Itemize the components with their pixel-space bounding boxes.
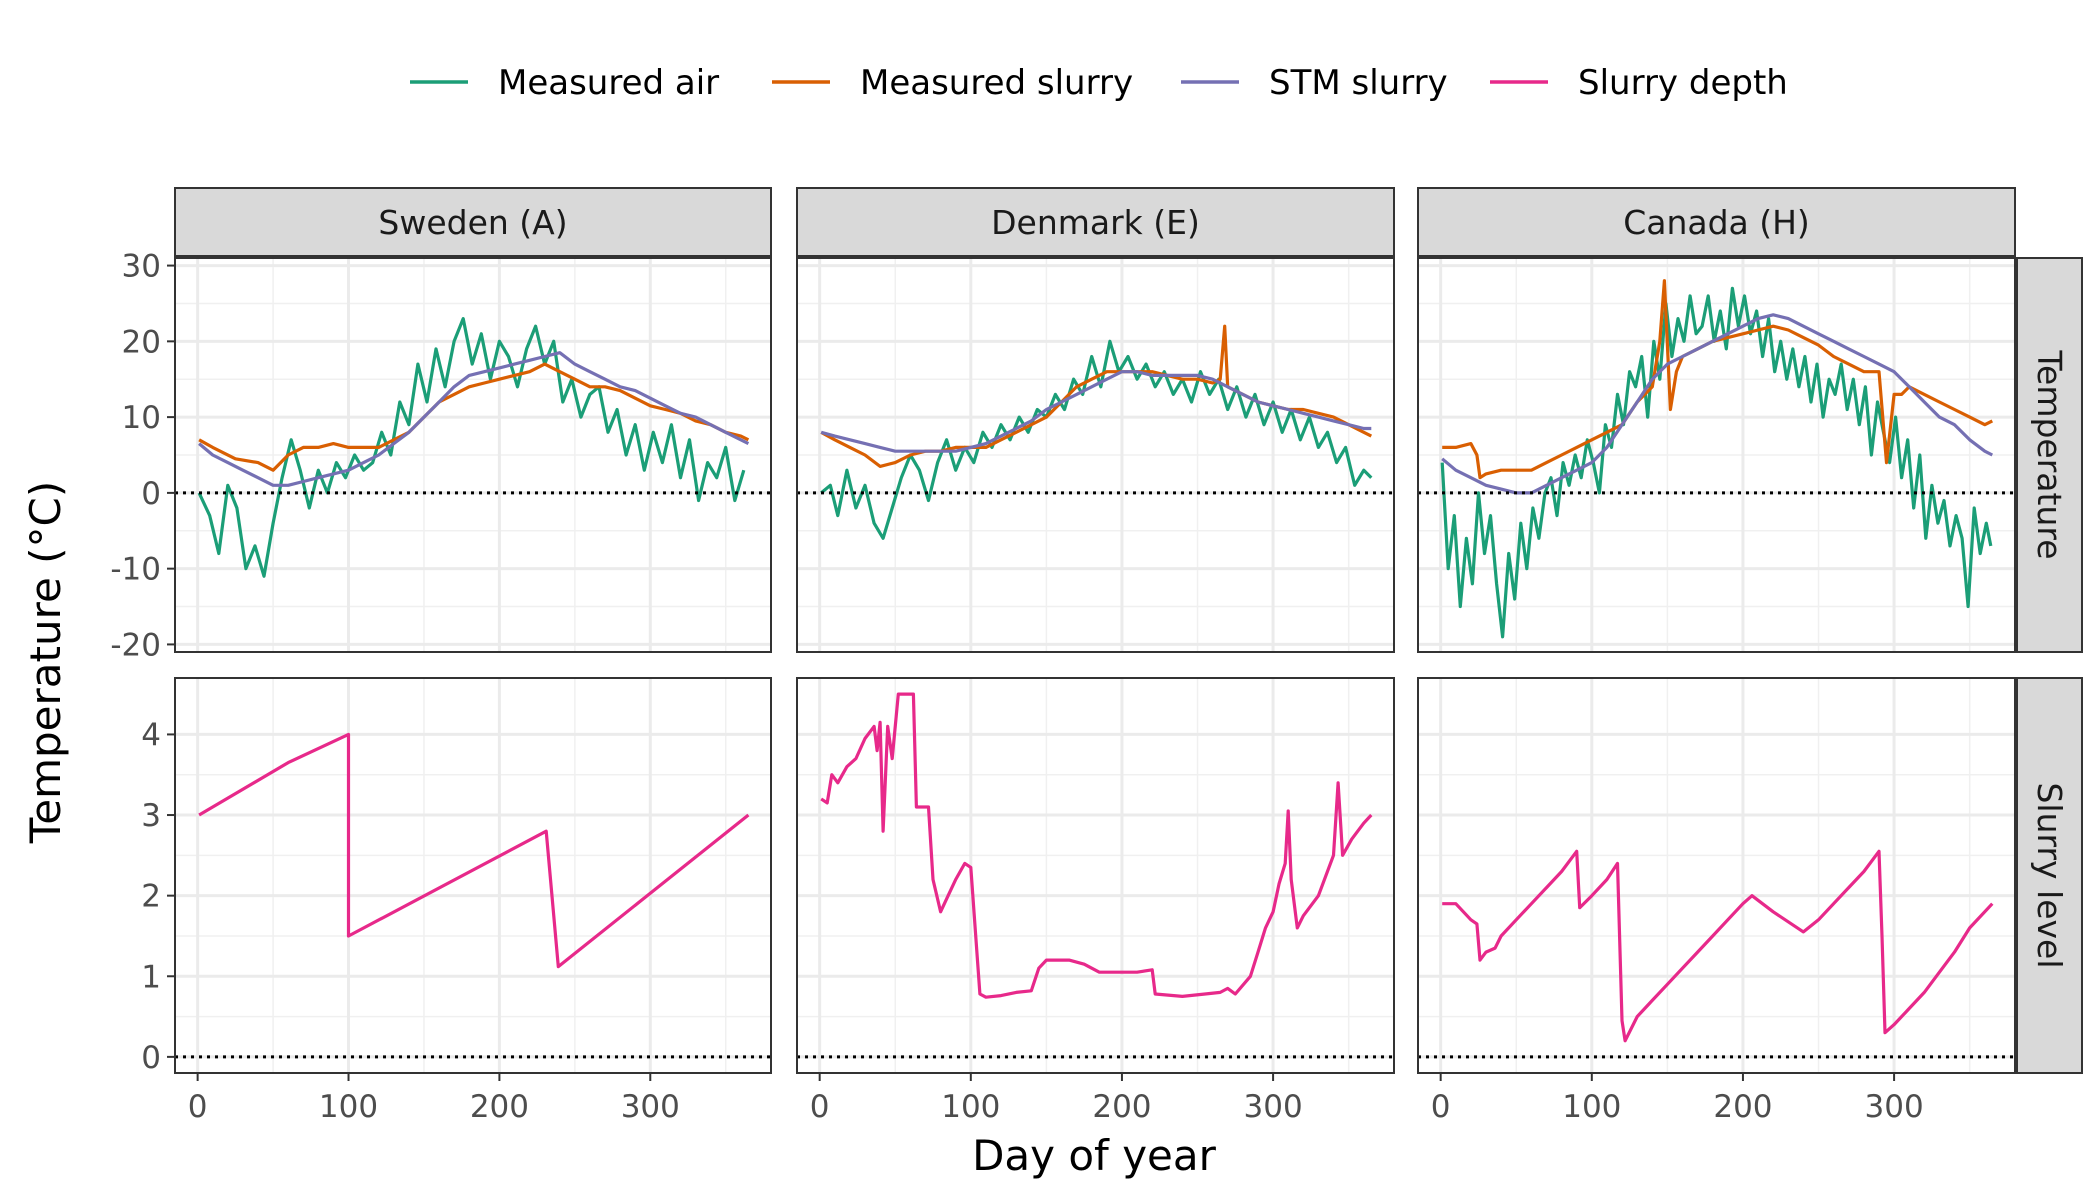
x-tick-label: 100 [1562,1089,1621,1125]
series-line-measured-slurry [198,362,750,472]
row-strip-temperature [2016,257,2083,653]
y-tick-label: 1 [141,959,161,995]
series-line-measured-air [197,317,746,578]
series-line-stm-slurry [820,370,1372,453]
strip-denmark-e [796,187,1395,257]
x-tick-label: 100 [941,1089,1000,1125]
panel-sweden-a-temperature: -20 -10 0 10 20 30 [110,249,772,663]
x-axis-title: Day of year [972,1131,1217,1180]
y-tick-label: -10 [110,552,161,588]
strip-label-denmark-e: Denmark (E) [991,203,1200,242]
panel-background [797,678,1394,1073]
x-tick-label: 300 [1865,1089,1924,1125]
panel-background [1418,678,2015,1073]
panel-border [174,677,772,1074]
series-line-measured-air [1440,286,1993,639]
legend-label-measured-slurry: Measured slurry [860,63,1133,103]
row-strip-label-slurry: Slurry level [2030,782,2069,968]
series-line-slurry-depth [820,692,1373,999]
x-tick-label: 0 [1431,1089,1451,1125]
panel-border [796,677,1395,1074]
series-line-slurry-depth [198,732,750,969]
series-line-measured-air [820,339,1373,540]
x-tick-label: 0 [188,1089,208,1125]
legend: Measured air Measured slurry STM slurry Slu… [410,63,1788,103]
y-tick-label: 30 [122,249,161,285]
x-tick-label: 300 [621,1089,680,1125]
strip-label-canada-h: Canada (H) [1623,203,1810,242]
x-tick-label: 300 [1244,1089,1303,1125]
y-tick-label: 4 [141,717,161,753]
y-tick-label: 0 [141,1040,161,1076]
legend-label-stm-slurry: STM slurry [1269,63,1448,103]
panel-denmark-e-slurry: 0 100 200 300 [796,677,1395,1125]
y-tick-label: 20 [122,324,161,360]
y-tick-label: 10 [122,400,161,436]
panel-border [1417,257,2016,653]
legend-label-measured-air: Measured air [498,63,719,103]
y-axis-title: Temperature (°C) [21,481,70,845]
y-tick-label: 0 [141,476,161,512]
series-line-slurry-depth [1442,849,1994,1043]
strip-canada-h [1417,187,2016,257]
panel-denmark-e-temperature [796,257,1395,653]
row-strip-label-temperature: Temperature [2030,349,2069,559]
panel-sweden-a-slurry: 0 1 2 3 4 0 100 200 300 [141,677,772,1125]
y-tick-label: -20 [110,627,161,663]
panel-canada-h-slurry: 0 100 200 300 Slurry level [1417,677,2083,1125]
y-tick-label: 2 [141,879,161,915]
strip-sweden-a [174,187,772,257]
series-line-stm-slurry [198,351,750,487]
row-strip-slurry [2016,677,2083,1074]
x-tick-label: 200 [1092,1089,1151,1125]
strip-label-sweden-a: Sweden (A) [378,203,567,242]
x-tick-label: 0 [810,1089,830,1125]
panel-canada-h-temperature: Temperature [1417,257,2083,653]
panel-border [796,257,1395,653]
panel-background [175,678,771,1073]
panel-border [1417,677,2016,1074]
y-tick-label: 3 [141,798,161,834]
x-tick-label: 200 [470,1089,529,1125]
legend-label-slurry-depth: Slurry depth [1578,63,1788,103]
series-line-stm-slurry [1441,313,1994,495]
x-tick-label: 100 [319,1089,378,1125]
x-tick-label: 200 [1713,1089,1772,1125]
panel-border [174,257,772,653]
